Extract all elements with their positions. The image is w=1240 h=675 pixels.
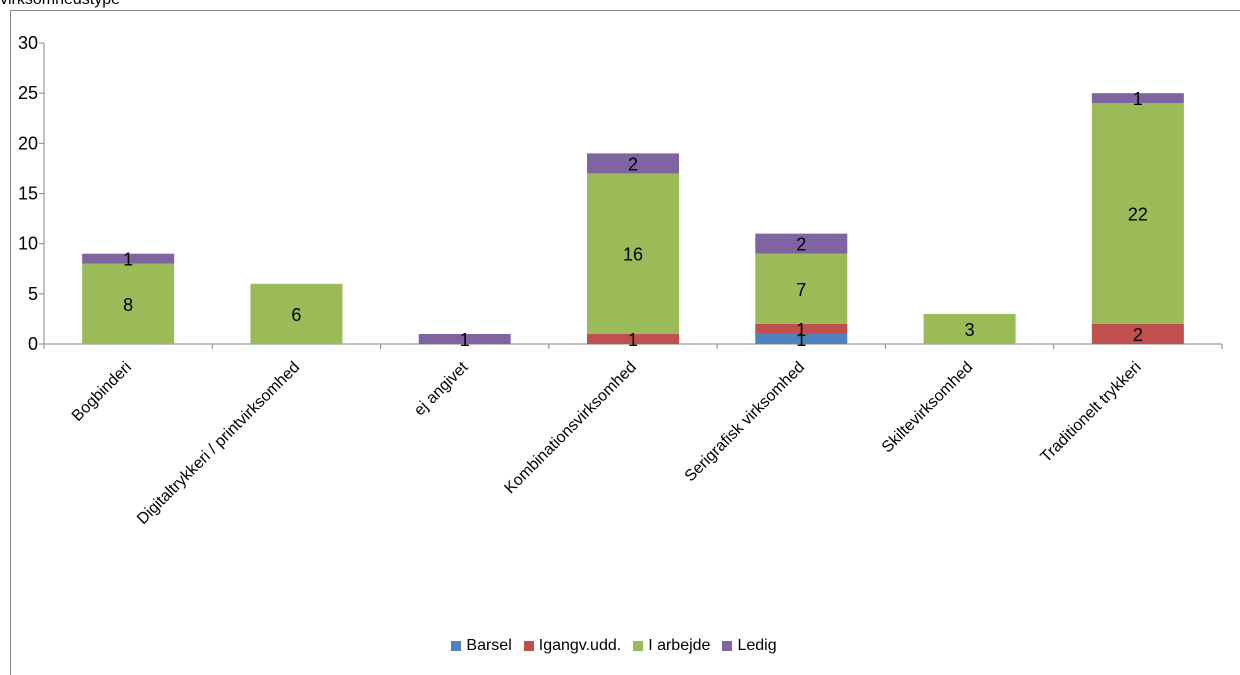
data-label: 2 (1133, 325, 1143, 345)
legend-label: I arbejde (648, 637, 711, 654)
x-tick-label: ej angivet (411, 358, 472, 419)
bar-segment (587, 153, 679, 174)
chart-legend: Barsel Igangv.udd. I arbejde Ledig (0, 633, 1240, 659)
legend-label: Barsel (466, 637, 512, 654)
legend-label: Ledig (737, 637, 777, 654)
chart-top-label: virksomhedstype (0, 0, 120, 9)
bar-segment (755, 253, 848, 324)
y-tick-label: 0 (28, 334, 38, 354)
data-label: 7 (796, 280, 806, 300)
bar-segment (755, 323, 848, 334)
chart-bars (82, 93, 1184, 344)
bar-segment (82, 263, 175, 344)
legend-swatch (523, 641, 534, 651)
x-tick-label: Digitaltrykkeri / printvirksomhed (134, 359, 303, 528)
chart-area-frame (10, 10, 1240, 675)
data-label: 1 (123, 250, 133, 270)
data-label: 1 (1133, 89, 1143, 109)
legend-item: I arbejde (633, 637, 710, 655)
data-label: 1 (796, 330, 806, 350)
data-label: 6 (291, 305, 301, 325)
bar-segment (1091, 103, 1184, 324)
y-tick-label: 30 (18, 33, 38, 53)
bar-segment (587, 173, 679, 334)
bar-segment (250, 283, 343, 344)
data-label: 2 (628, 154, 638, 174)
x-tick-label: Traditionelt trykkeri (1038, 359, 1145, 466)
legend-swatch (633, 641, 644, 651)
legend-item: Barsel (451, 637, 512, 655)
y-tick-label: 25 (18, 83, 38, 103)
bar-segment (1091, 323, 1184, 344)
data-label: 3 (965, 320, 975, 340)
y-tick-label: 20 (18, 133, 38, 153)
x-tick-labels: Bogbinderi Digitaltrykkeri / printvirksom… (69, 358, 1145, 528)
legend-item: Ledig (722, 637, 777, 655)
x-tick-label: Bogbinderi (69, 359, 135, 425)
x-tick-label: Skiltevirksomhed (879, 359, 977, 457)
bar-segment (587, 333, 679, 344)
data-label: 2 (796, 235, 806, 255)
legend-swatch (451, 641, 462, 651)
bar-segment (1091, 93, 1184, 104)
data-label: 1 (628, 330, 638, 350)
x-tick-label: Kombinationsvirksomhed (501, 359, 639, 497)
x-tick-label: Serigrafisk virksomhed (682, 359, 808, 485)
legend-label: Igangv.udd. (538, 637, 622, 654)
data-label: 16 (623, 245, 643, 265)
legend-item: Igangv.udd. (523, 637, 622, 655)
data-label: 1 (460, 330, 470, 350)
bar-segment (755, 333, 848, 344)
data-label: 8 (123, 295, 133, 315)
legend-swatch (722, 641, 733, 651)
bar-segment (923, 313, 1016, 344)
bar-segment (82, 253, 175, 264)
bar-segment (755, 233, 848, 254)
data-label: 1 (796, 320, 806, 340)
y-tick-label: 5 (28, 284, 38, 304)
bar-segment (418, 333, 511, 344)
y-tick-label: 15 (18, 184, 38, 204)
y-tick-label: 10 (18, 234, 38, 254)
data-label: 22 (1128, 205, 1148, 225)
